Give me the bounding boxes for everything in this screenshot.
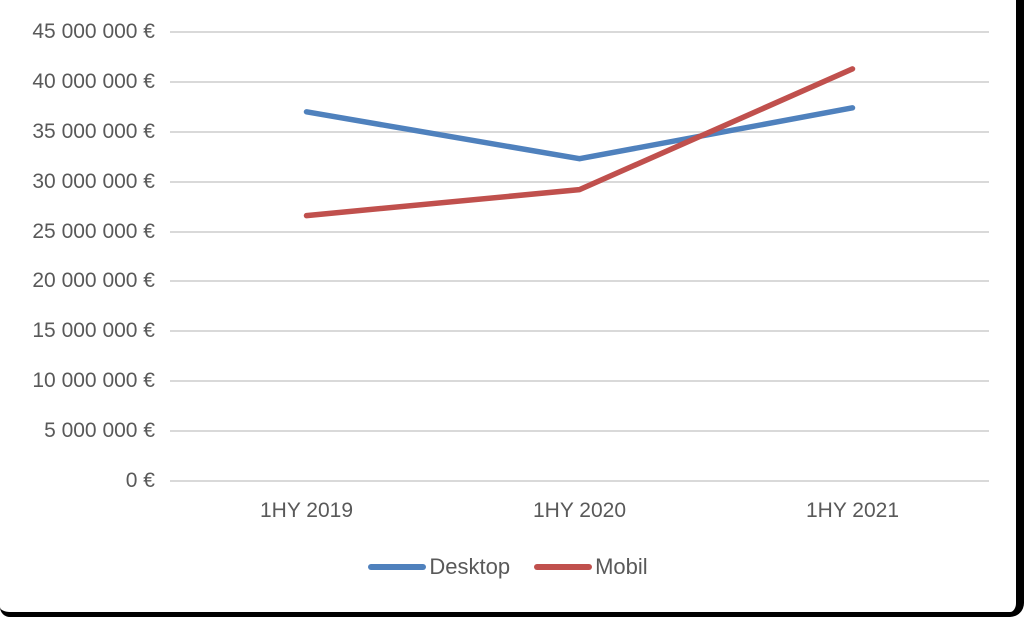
legend-line-swatch-desktop bbox=[368, 564, 427, 570]
y-tick-label: 0 € bbox=[125, 469, 155, 492]
y-tick-label: 5 000 000 € bbox=[44, 419, 155, 443]
gridline bbox=[170, 80, 989, 83]
x-tick-label: 1HY 2021 bbox=[805, 499, 900, 522]
gridline bbox=[170, 480, 989, 482]
legend-label: Desktop bbox=[429, 554, 511, 579]
gridline bbox=[170, 130, 989, 133]
gridline bbox=[170, 230, 989, 233]
legend: Desktop Mobil bbox=[0, 553, 1016, 581]
x-tick-label: 1HY 2020 bbox=[532, 499, 627, 522]
y-tick-label: 30 000 000 € bbox=[32, 169, 155, 193]
series-line-mobil bbox=[303, 66, 856, 219]
gridline bbox=[170, 430, 989, 433]
legend-item-desktop: Desktop bbox=[368, 553, 510, 581]
gridline bbox=[170, 180, 989, 183]
y-tick-label: 45 000 000 € bbox=[32, 20, 155, 43]
gridline bbox=[170, 280, 989, 283]
y-tick-label: 40 000 000 € bbox=[32, 69, 155, 93]
y-tick-label: 20 000 000 € bbox=[32, 269, 155, 293]
y-tick-label: 25 000 000 € bbox=[32, 219, 155, 243]
series-line-desktop bbox=[303, 105, 856, 162]
y-tick-label: 35 000 000 € bbox=[32, 119, 155, 143]
y-tick-label: 15 000 000 € bbox=[32, 319, 155, 343]
legend-line-swatch-mobil bbox=[534, 564, 593, 570]
gridline bbox=[170, 380, 989, 383]
legend-item-mobil: Mobil bbox=[534, 553, 648, 581]
gridline bbox=[170, 330, 989, 333]
legend-label: Mobil bbox=[595, 554, 648, 579]
gridline bbox=[170, 31, 989, 33]
x-tick-label: 1HY 2019 bbox=[259, 499, 354, 522]
y-tick-label: 10 000 000 € bbox=[32, 369, 155, 393]
